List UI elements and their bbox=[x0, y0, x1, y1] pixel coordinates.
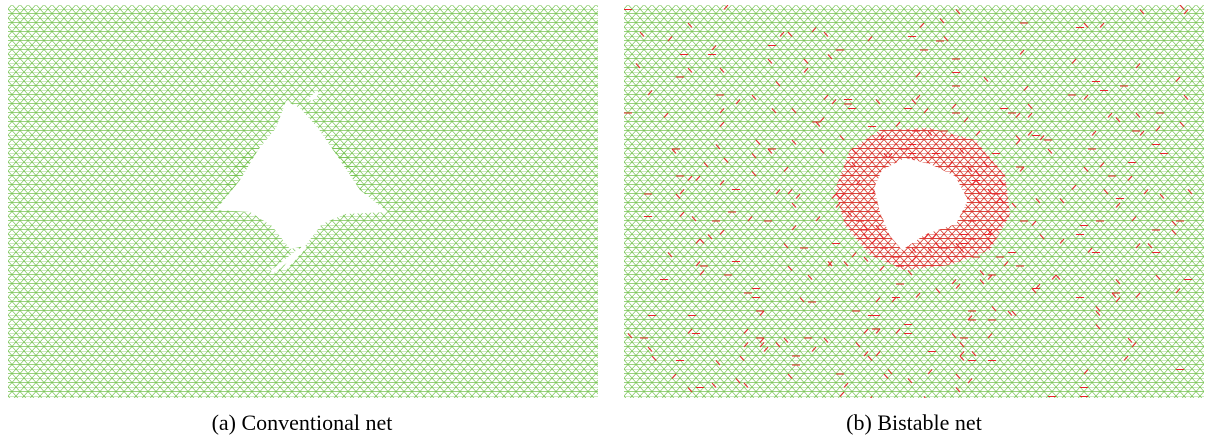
caption: (b) Bistable net bbox=[846, 410, 982, 435]
panel-b bbox=[624, 5, 1207, 401]
caption: (a) Conventional net bbox=[212, 410, 393, 435]
figure: (a) Conventional net (b) Bistable net bbox=[0, 0, 1207, 444]
panel-a bbox=[8, 5, 598, 398]
page: {"panels": [{"caption": "(a) Conventiona… bbox=[0, 0, 1207, 444]
